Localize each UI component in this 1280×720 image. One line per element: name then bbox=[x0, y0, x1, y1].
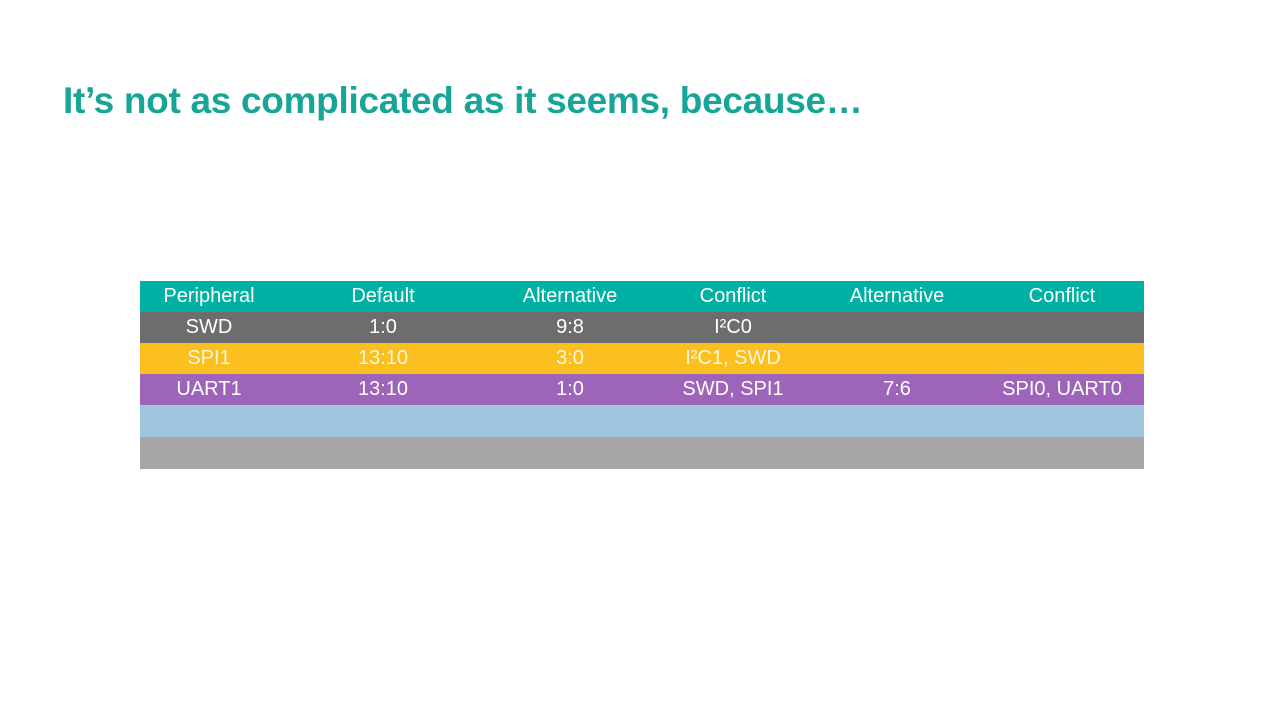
table-cell: Alternative bbox=[522, 285, 618, 307]
table-cell: 7:6 bbox=[883, 378, 911, 400]
table-cell: 13:10 bbox=[357, 378, 409, 400]
table: Peripheral Default Alternative Conflict Alte… bbox=[140, 281, 1144, 469]
table-cell: 1:0 bbox=[369, 316, 397, 338]
table-cell: 9:8 bbox=[556, 316, 584, 338]
table-cell: SPI1 bbox=[187, 347, 231, 369]
table-cell: 13:10 bbox=[357, 347, 409, 369]
table-cell: Default bbox=[351, 285, 415, 307]
table-cell: 1:0 bbox=[556, 378, 584, 400]
table-cell: I²C0 bbox=[714, 316, 752, 338]
empty-row bbox=[140, 405, 1144, 437]
slide-title: It’s not as complicated as it seems, bec… bbox=[63, 80, 863, 121]
table-row: UART1 13:10 1:0 SWD, SPI1 7:6 SPI0, UART0 bbox=[140, 374, 1144, 405]
table-cell: SWD, SPI1 bbox=[682, 378, 784, 400]
table-cell: 3:0 bbox=[556, 347, 584, 369]
table-cell: Alternative bbox=[849, 285, 945, 307]
table-cell: Conflict bbox=[1028, 285, 1096, 307]
table-cell: UART1 bbox=[176, 378, 242, 400]
table-cell: SPI0, UART0 bbox=[1002, 378, 1122, 400]
table-cell: I²C1, SWD bbox=[685, 347, 781, 369]
table-cell: Peripheral bbox=[163, 285, 255, 307]
empty-row bbox=[140, 437, 1144, 469]
table-row: SWD 1:0 9:8 I²C0 bbox=[140, 312, 1144, 343]
table-header: Peripheral Default Alternative Conflict Alte… bbox=[140, 281, 1144, 312]
table-row: SPI1 13:10 3:0 I²C1, SWD bbox=[140, 343, 1144, 374]
table-cell: SWD bbox=[185, 316, 233, 338]
table-cell: Conflict bbox=[699, 285, 767, 307]
table-body: SWD 1:0 9:8 I²C0 SPI1 13:10 3:0 I²C1, SWD UART1 1… bbox=[140, 312, 1144, 405]
